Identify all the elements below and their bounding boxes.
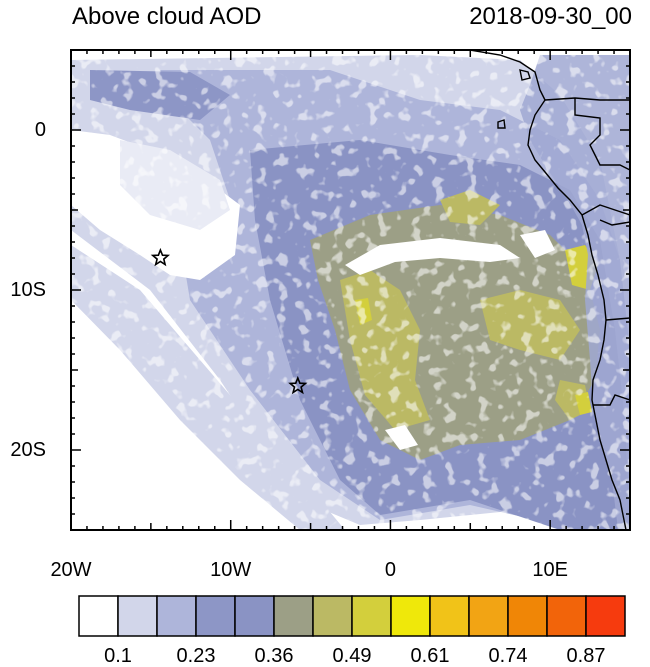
colorbar-box bbox=[156, 595, 197, 637]
lat-label: 20S bbox=[10, 439, 46, 461]
map-title: Above cloud AOD bbox=[72, 3, 262, 30]
colorbar-label: 0.74 bbox=[488, 645, 528, 667]
colorbar-box bbox=[234, 595, 275, 637]
site-marker-south bbox=[288, 375, 308, 395]
colorbar-box bbox=[429, 595, 470, 637]
colorbar-box bbox=[273, 595, 314, 637]
lon-label: 20W bbox=[50, 559, 92, 581]
lon-label: 10E bbox=[532, 559, 568, 581]
colorbar-box bbox=[585, 595, 626, 637]
colorbar-label: 0.87 bbox=[566, 645, 606, 667]
colorbar-box bbox=[546, 595, 587, 637]
colorbar-label: 0.23 bbox=[176, 645, 216, 667]
aod-field bbox=[71, 50, 630, 530]
colorbar-box bbox=[78, 595, 119, 637]
colorbar-label: 0.1 bbox=[104, 645, 132, 667]
map-datetime: 2018-09-30_00 bbox=[469, 3, 632, 30]
colorbar-box bbox=[117, 595, 158, 637]
lon-label: 10W bbox=[210, 559, 252, 581]
coastline bbox=[469, 50, 630, 530]
colorbar-box bbox=[195, 595, 236, 637]
colorbar-box bbox=[468, 595, 509, 637]
colorbar-box bbox=[312, 595, 353, 637]
site-marker-north bbox=[150, 247, 171, 267]
lat-label: 10S bbox=[10, 279, 46, 301]
colorbar-box bbox=[507, 595, 548, 637]
colorbar-label: 0.49 bbox=[332, 645, 372, 667]
lat-label: 0 bbox=[34, 119, 46, 141]
site-markers bbox=[150, 247, 308, 395]
colorbar-label: 0.36 bbox=[254, 645, 294, 667]
lon-label: 0 bbox=[384, 559, 396, 581]
colorbar-box bbox=[390, 595, 431, 637]
colorbar bbox=[78, 595, 626, 637]
axis-ticks bbox=[70, 49, 631, 531]
colorbar-box bbox=[351, 595, 392, 637]
colorbar-label: 0.61 bbox=[410, 645, 450, 667]
